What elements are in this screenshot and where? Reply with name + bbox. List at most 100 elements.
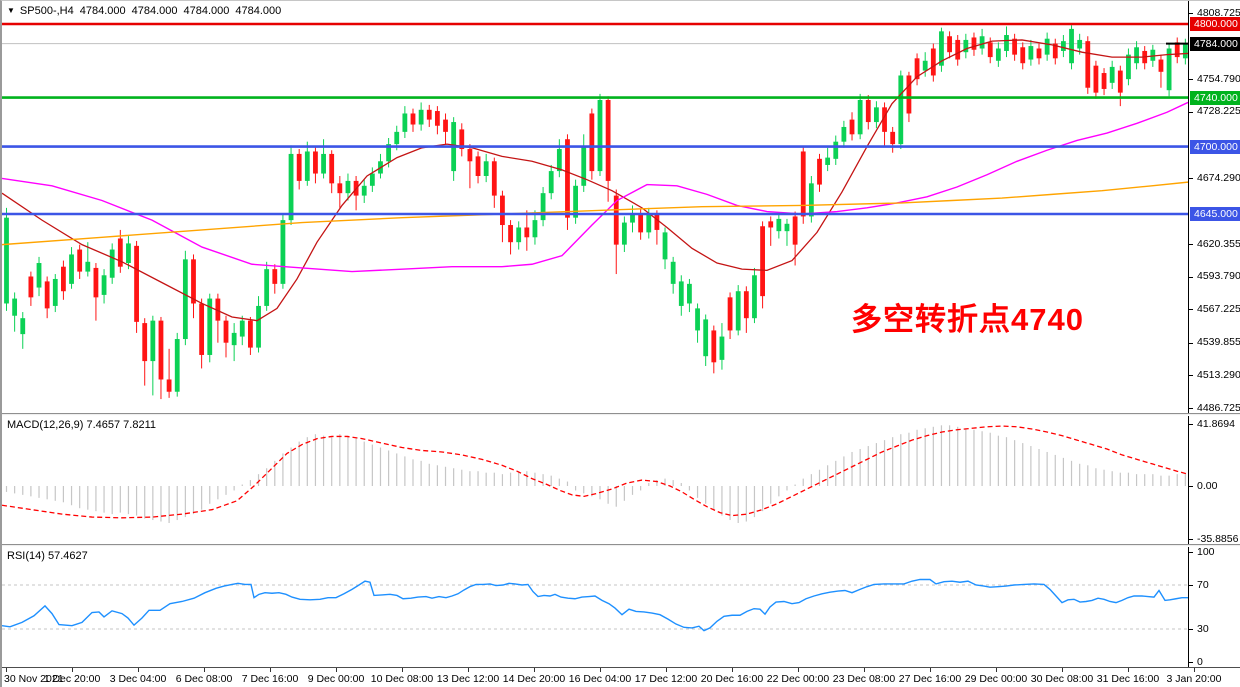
candle-body [69,254,74,284]
quote-high: 4784.000 [131,5,178,17]
candle-body [85,261,91,272]
time-tick-mark [666,668,667,672]
time-label: 14 Dec 20:00 [502,673,566,685]
candle-body [1166,48,1172,91]
price-axis[interactable]: 4808.725 4754.790 4728.225 4674.290 4620.355… [1188,1,1240,414]
candle-body [532,220,538,238]
candle-body [248,320,253,348]
macd-label: MACD(12,26,9) 7.4657 7.8211 [7,419,156,431]
candle-body [573,185,578,218]
macd-axis[interactable]: 41.8694 0.00 -35.8856 [1188,416,1240,545]
candle-body [882,107,887,132]
time-tick-mark [270,668,271,672]
price-tick-label: 4593.790 [1197,270,1240,283]
time-tick-mark [468,668,469,672]
time-label: 27 Dec 16:00 [898,673,962,685]
candle-body [329,153,335,184]
rsi-axis[interactable]: 100 70 30 0 [1188,546,1240,668]
candle-body [12,298,18,316]
candle-body [508,225,513,243]
panel-separator[interactable] [2,544,1240,547]
axis-tick-mark [1189,585,1193,586]
candle-body [1158,59,1164,72]
macd-panel: MACD(12,26,9) 7.4657 7.8211 41.8694 0.00 -… [2,416,1240,545]
candle-body [443,119,448,132]
candle-body [1028,46,1034,60]
price-level-badge: 4645.000 [1190,206,1240,221]
candle-body [979,36,985,49]
time-tick-mark [72,668,73,672]
candle-body [191,259,196,304]
macd-tick-label: 41.8694 [1197,417,1235,430]
candle-body [703,319,709,357]
rsi-line [2,578,1188,632]
candle-body [483,161,489,176]
time-tick-mark [138,668,139,672]
quote-low: 4784.000 [183,5,230,17]
candle-body [922,60,928,71]
axis-tick-mark [1189,309,1193,311]
price-chart-panel: ▼ SP500-,H4 4784.000 4784.000 4784.000 4784.0… [2,1,1240,414]
ma-mid-line [2,101,1188,273]
panel-separator[interactable] [2,413,1240,416]
candle-body [280,220,286,284]
time-tick-mark [798,668,799,672]
candle-body [52,278,58,306]
candle-body [1150,49,1156,61]
macd-values: 7.4657 7.8211 [86,419,157,431]
candle-body [524,227,530,238]
axis-tick-mark [1189,662,1193,663]
macd-chart[interactable] [2,416,1188,544]
candle-body [800,151,806,217]
time-tick-mark [732,668,733,672]
rsi-value: 57.4627 [47,550,88,562]
time-label: 10 Dec 08:00 [370,673,434,685]
candle-body [768,221,774,228]
time-tick-mark [864,668,865,672]
candle-body [930,48,936,76]
candle-body [475,156,481,176]
candle-body [1036,48,1042,59]
time-tick-mark [402,668,403,672]
candle-body [711,330,717,363]
rsi-chart[interactable] [2,547,1188,667]
candle-body [857,99,863,135]
candle-body [264,269,270,306]
candle-body [166,379,172,392]
candle-body [36,263,42,288]
time-tick-mark [996,668,997,672]
candle-body [743,291,749,319]
rsi-panel: RSI(14) 57.4627 100 70 30 0 [2,546,1240,668]
price-tick-label: 4674.290 [1197,171,1240,184]
time-tick-mark [600,668,601,672]
candle-body [1126,54,1131,80]
annotation-text: 多空转折点4740 [851,302,1084,337]
candle-body [1012,38,1018,55]
time-tick-mark [336,668,337,672]
macd-signal-line [2,425,1188,519]
time-axis[interactable]: 30 Nov 2021 1 Dec 20:00 3 Dec 04:00 6 Dec 0… [2,667,1240,687]
time-label: 7 Dec 16:00 [241,673,299,685]
candlestick-chart[interactable] [2,1,1188,413]
candle-body [337,183,343,194]
candle-body [898,75,904,145]
time-label: 9 Dec 00:00 [307,673,365,685]
candle-body [1134,47,1139,64]
candle-body [516,227,522,243]
axis-tick-mark [1189,342,1193,344]
axis-tick-mark [1189,178,1193,180]
candle-body [597,99,603,172]
candle-body [1101,73,1107,89]
price-tick-label: 4754.790 [1197,72,1240,85]
candle-body [410,113,416,125]
axis-tick-mark [1189,408,1193,409]
candle-body [630,213,635,223]
candle-body [386,144,392,162]
candle-body [1004,35,1009,51]
candle-body [182,259,188,340]
chevron-down-icon[interactable]: ▼ [7,6,15,15]
quote-open: 4784.000 [79,5,126,17]
candle-body [231,332,237,346]
candle-body [621,222,627,245]
